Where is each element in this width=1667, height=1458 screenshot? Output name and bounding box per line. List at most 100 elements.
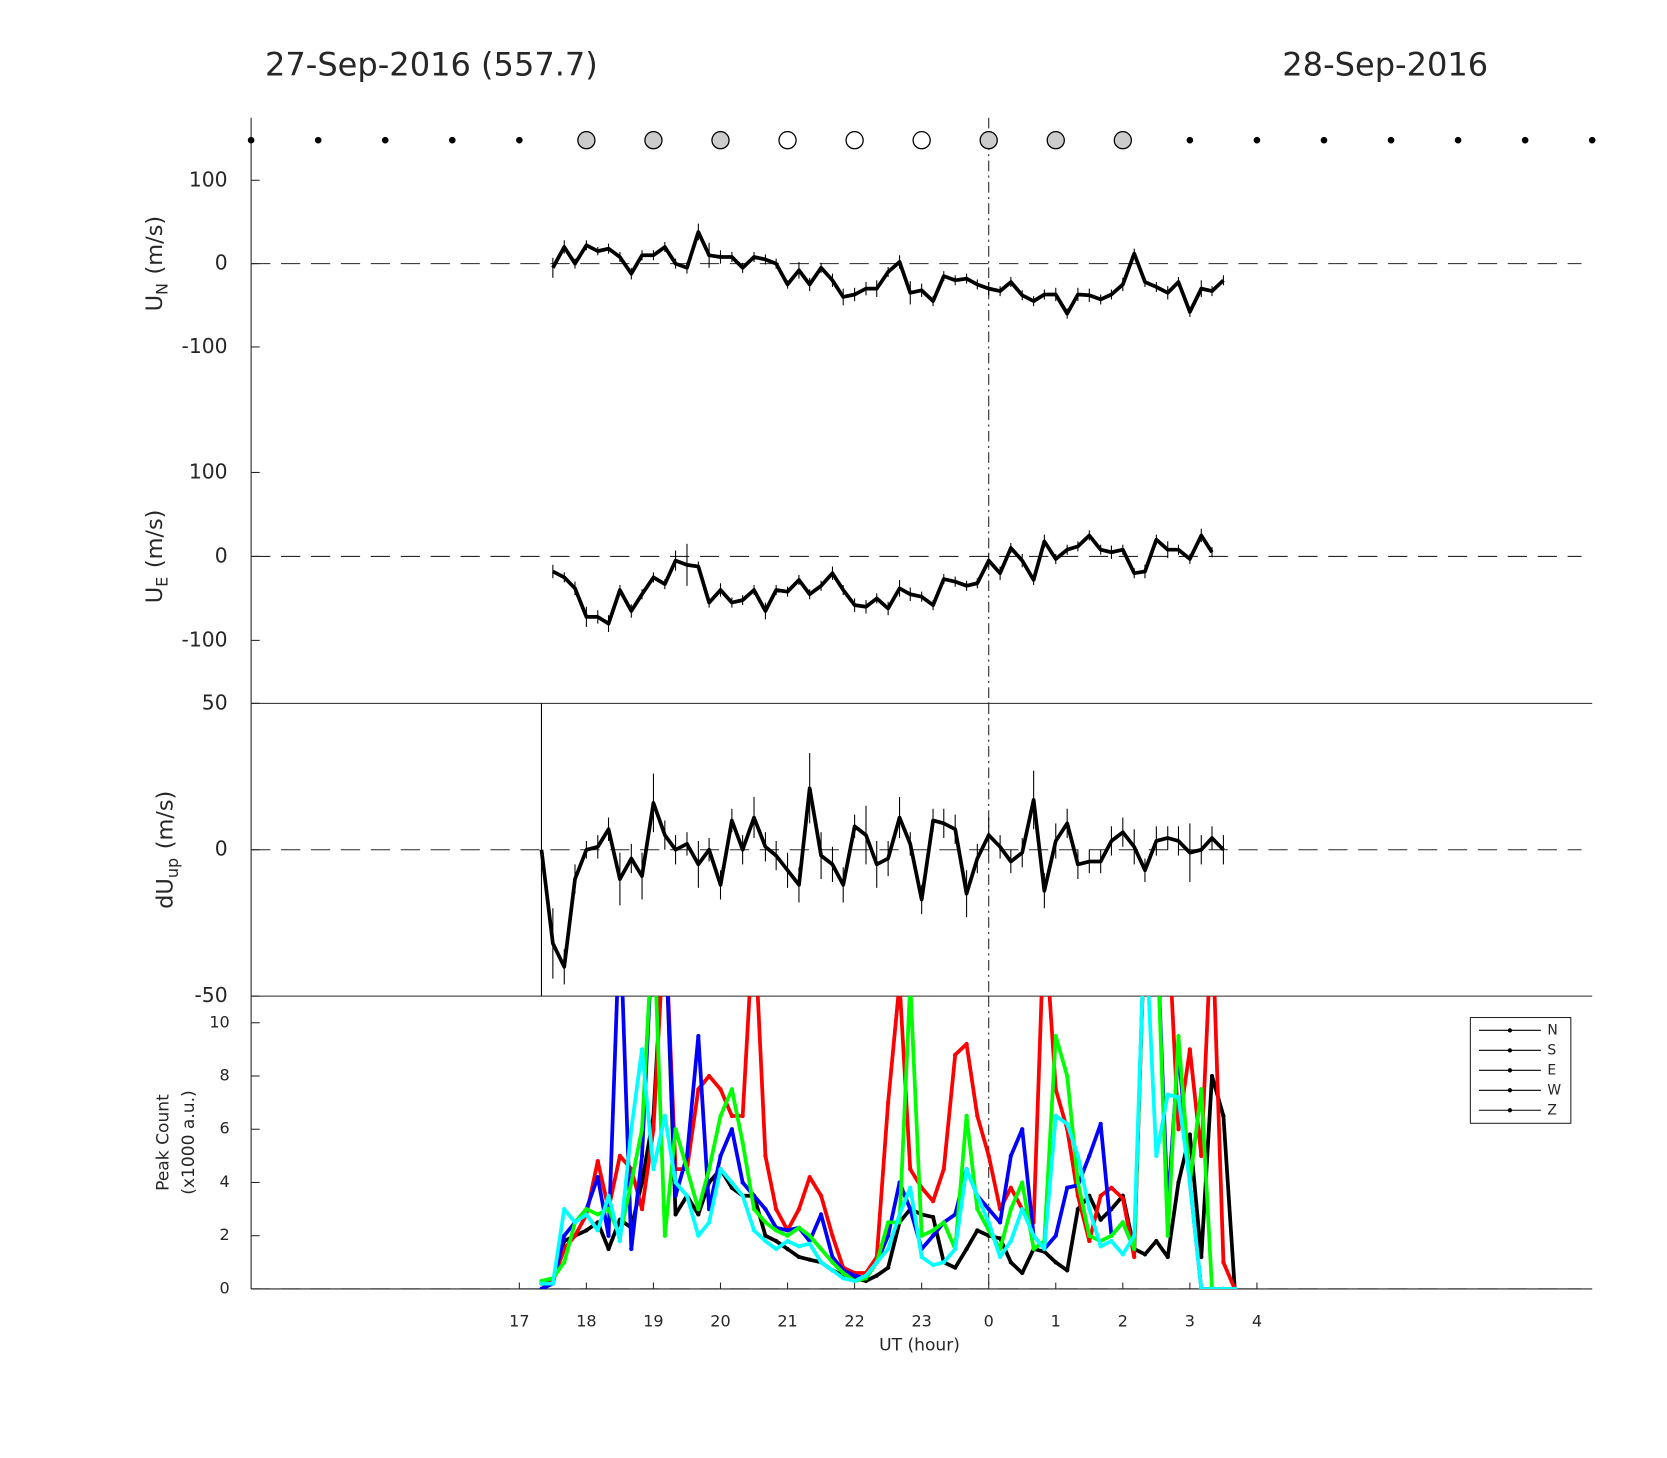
series-dot [841,1276,846,1281]
y-tick-label: 100 [189,167,228,191]
status-marker [644,131,663,150]
series-dot [639,1153,645,1158]
series-dot [696,1212,701,1217]
series-dot [1165,1092,1170,1097]
legend-label: W [1547,1082,1561,1098]
label-sub: E [152,577,171,587]
x-tick-label: 19 [643,1312,663,1331]
series-dot [706,1073,712,1079]
series-dot [986,1220,991,1225]
title: 27-Sep-2016 (557.7) [265,45,598,83]
series-dot [1087,1206,1092,1212]
legend-label: E [1547,1062,1556,1078]
series-dot [1065,1073,1070,1079]
series-dot [684,1193,690,1198]
series-dot [729,1180,735,1185]
series-dot [1053,1233,1058,1238]
series-dot [796,1225,802,1230]
series-dot [718,1087,723,1092]
series-dot [1132,1254,1137,1260]
series-dot [740,1113,745,1119]
legend-label: N [1547,1022,1557,1038]
series-dot [1132,1246,1137,1252]
series-dot [1109,1185,1114,1190]
x-tick-label: 17 [509,1312,529,1331]
series-dot [1031,1233,1036,1238]
y-tick-label: -100 [182,627,228,651]
series-dot [818,1260,824,1265]
series-dot [562,1260,567,1265]
series-dot [941,1167,946,1172]
series-dot [763,1153,768,1158]
series-dot [1020,1270,1025,1276]
series-dot [617,1238,623,1244]
series-dot [874,1260,879,1265]
series-dot [1053,1260,1058,1265]
series-dot [763,1233,768,1238]
series-dot [1165,1254,1170,1260]
x-tick-label: 21 [777,1312,797,1331]
series-dot [1065,1268,1070,1273]
status-marker [778,131,797,150]
series-dot [1176,1095,1181,1100]
status-marker [1046,131,1065,150]
status-marker [1387,136,1395,144]
series-dot [1087,1233,1092,1238]
legend-dot [1507,1028,1513,1033]
series-dot [841,1270,846,1276]
series-dot [1120,1196,1125,1201]
series-dot [997,1254,1003,1260]
series-dot [629,1180,634,1185]
x-tick-label: 23 [911,1312,931,1331]
series-dot [639,1047,645,1052]
status-marker [912,131,931,150]
series-dot [830,1254,835,1260]
series-dot [606,1246,611,1252]
series-dot [639,1206,645,1212]
series-dot [964,1113,969,1119]
series-dot [830,1268,835,1273]
series-dot [1075,1206,1081,1212]
series-dot [975,1206,980,1212]
series-dot [763,1206,768,1212]
series-dot [662,1113,667,1119]
series-dot [852,1278,857,1284]
series-dot [1142,1252,1148,1257]
series-dot [1008,1260,1013,1265]
y-tick-label: 0 [215,251,228,275]
series-dot [718,1167,723,1172]
series-line [552,533,1214,626]
plot-area [551,223,1225,319]
series-dot [595,1212,600,1217]
series-dot [1187,1132,1193,1137]
series-dot [941,1260,946,1265]
series-dot [796,1206,802,1212]
series-dot [774,1246,779,1252]
series-dot [606,1193,611,1198]
series-dot [930,1262,936,1268]
series-dot [930,1228,936,1233]
y-axis-label: dUup (m/s) [152,791,181,909]
series-dot [885,1220,891,1225]
status-marker [1253,136,1261,144]
series-dot [964,1041,969,1047]
series-dot [1098,1217,1103,1222]
series-dot [1154,1153,1159,1158]
series-dot [830,1260,835,1265]
series-dot [718,1153,723,1158]
y-tick-label: -50 [194,983,227,1007]
series-dot [930,1198,936,1204]
series-dot [941,1220,946,1225]
status-marker [247,136,255,144]
series-dot [729,1127,735,1132]
series-dot [729,1113,735,1119]
series-dot [975,1193,980,1198]
label-unit: (m/s) [141,510,167,569]
label-unit: (m/s) [141,216,167,275]
series-dot [807,1257,812,1262]
x-axis-label: UT (hour) [879,1336,960,1356]
series-dot [684,1153,690,1158]
status-marker [1186,136,1194,144]
